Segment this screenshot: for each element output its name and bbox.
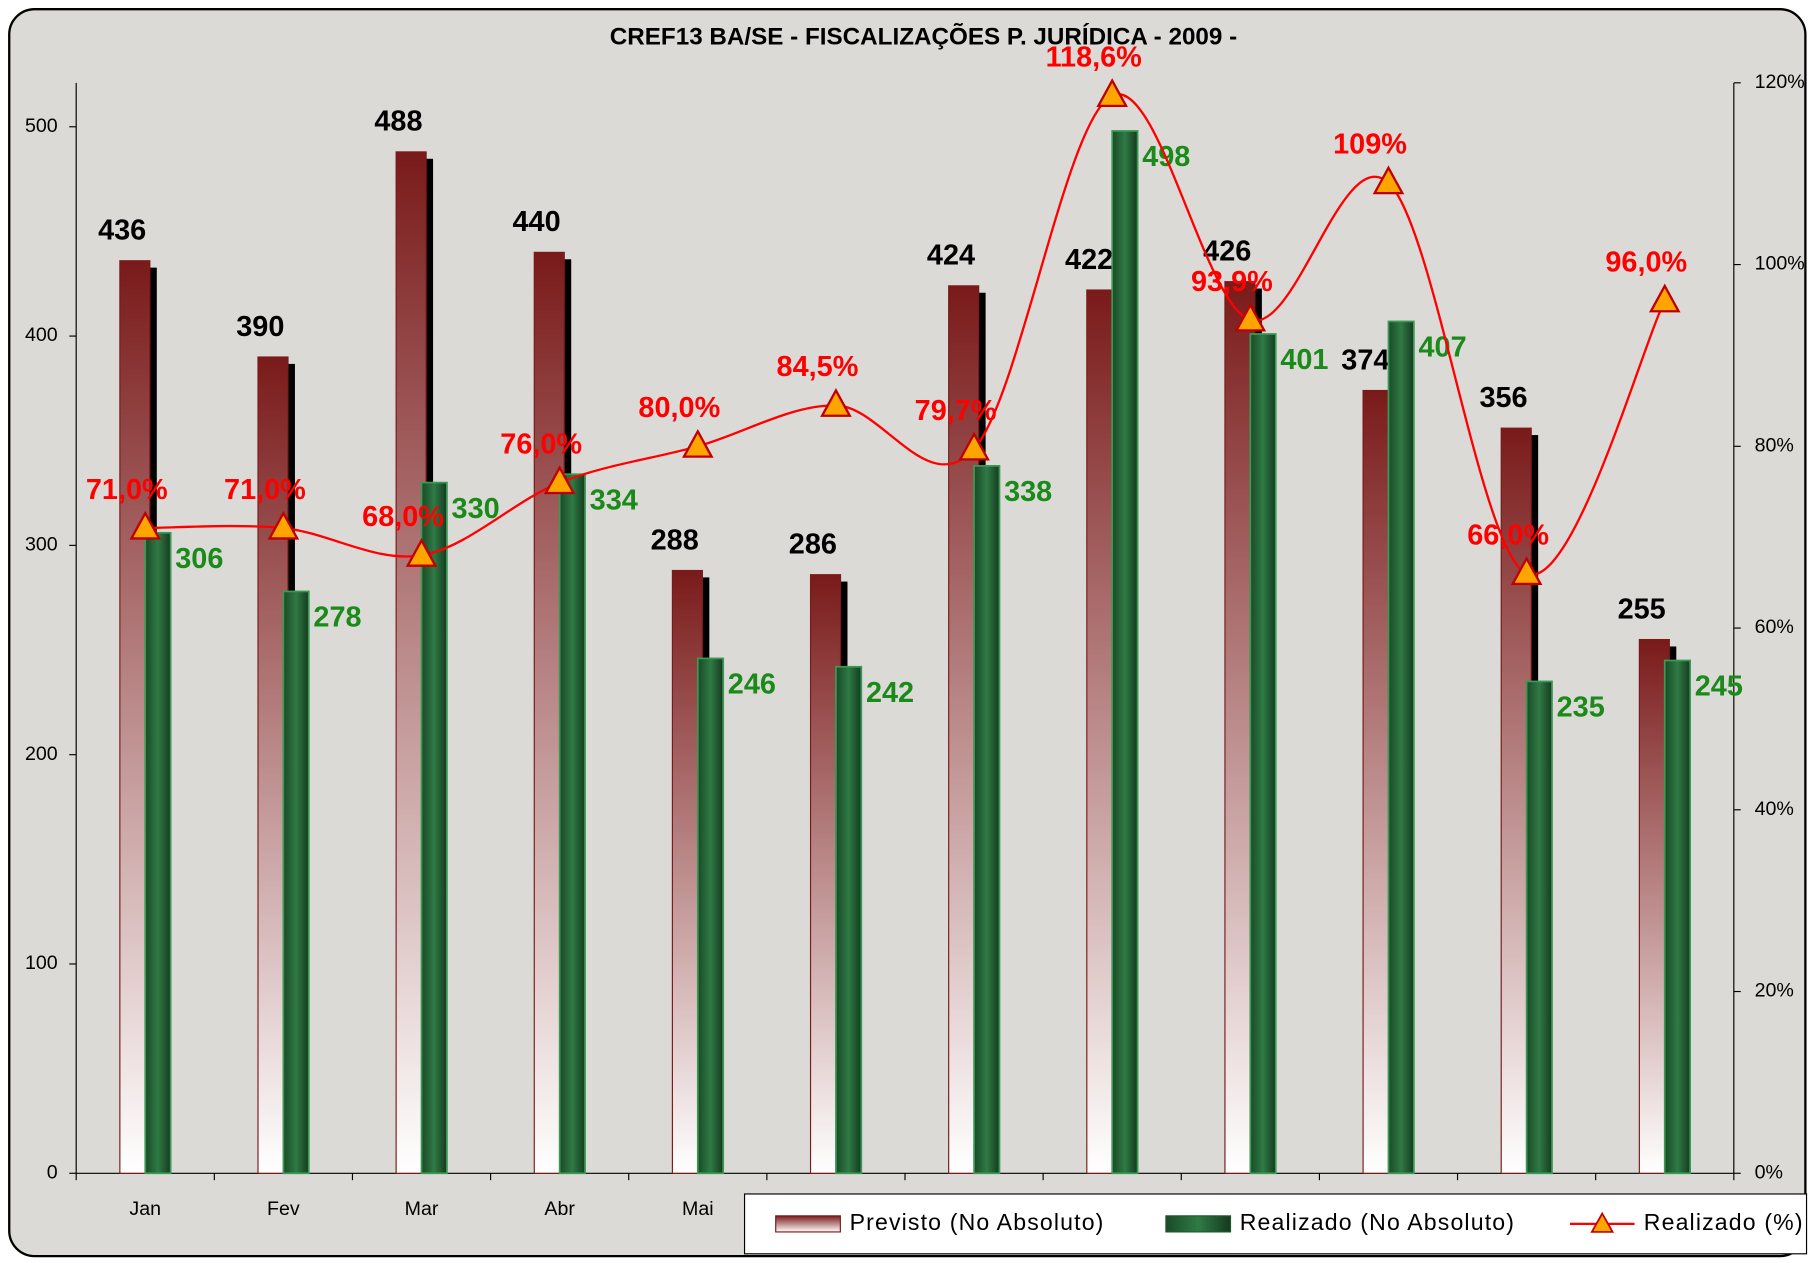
y2-tick-label: 100% <box>1755 253 1805 275</box>
bar <box>420 481 448 1175</box>
y2-tick-label: 120% <box>1755 71 1805 93</box>
line-marker <box>1096 78 1129 108</box>
data-label: 235 <box>1557 692 1605 724</box>
data-label: 96,0% <box>1605 247 1687 279</box>
line-marker <box>820 388 852 417</box>
data-label: 245 <box>1695 671 1743 703</box>
legend-swatch <box>775 1215 841 1233</box>
bar <box>144 531 172 1175</box>
data-label: 109% <box>1333 129 1407 161</box>
data-label: 334 <box>590 484 638 516</box>
data-label: 401 <box>1280 344 1328 376</box>
data-label: 246 <box>728 669 776 701</box>
data-label: 390 <box>236 311 284 343</box>
y-tick-label: 500 <box>25 115 58 137</box>
legend-swatch <box>1165 1215 1232 1233</box>
data-label: 374 <box>1341 344 1389 376</box>
chart-title: CREF13 BA/SE - FISCALIZAÇÕES P. JURÍDICA… <box>610 22 1237 50</box>
bar <box>835 665 863 1175</box>
y2-tick-label: 0% <box>1755 1161 1783 1183</box>
y2-tick-label: 20% <box>1755 980 1794 1002</box>
y-tick-label: 200 <box>25 743 58 765</box>
bar <box>282 590 310 1175</box>
line <box>145 93 1666 576</box>
data-label: 424 <box>927 240 975 272</box>
line-marker <box>405 537 438 567</box>
data-label: 306 <box>175 543 223 575</box>
data-label: 80,0% <box>638 392 720 424</box>
chart-frame <box>8 8 1807 1258</box>
line-marker <box>129 510 162 540</box>
line-marker <box>681 428 714 458</box>
data-label: 68,0% <box>362 501 444 533</box>
line-marker <box>1234 302 1267 332</box>
data-label: 286 <box>789 529 837 561</box>
bar <box>973 464 1001 1175</box>
legend-swatch <box>1590 1211 1615 1233</box>
y-tick-label: 100 <box>25 952 58 974</box>
line-marker <box>958 431 990 461</box>
x-tick-label: Fev <box>267 1198 300 1220</box>
y-tick-label: 0 <box>47 1161 58 1183</box>
data-label: 278 <box>313 602 361 634</box>
bar <box>1525 680 1553 1175</box>
bar <box>1663 659 1692 1175</box>
y2-tick-label: 40% <box>1755 798 1794 820</box>
legend-label: Realizado (No Absoluto) <box>1240 1209 1515 1235</box>
x-tick-label: Abr <box>544 1198 575 1220</box>
x-tick-label: Mar <box>405 1198 439 1220</box>
data-label: 488 <box>374 106 422 138</box>
line-marker <box>1648 283 1681 313</box>
data-label: 255 <box>1618 593 1666 625</box>
legend-label: Realizado (%) <box>1644 1209 1804 1235</box>
x-tick-label: Mai <box>682 1198 714 1220</box>
line-marker <box>267 510 300 540</box>
data-label: 440 <box>513 206 561 238</box>
data-label: 84,5% <box>777 351 859 383</box>
bar <box>1249 333 1277 1175</box>
data-label: 288 <box>651 524 699 556</box>
data-label: 330 <box>452 493 500 525</box>
data-label: 422 <box>1065 244 1113 276</box>
data-label: 71,0% <box>224 474 306 506</box>
data-label: 79,7% <box>915 395 997 427</box>
data-label: 118,6% <box>1046 41 1142 73</box>
data-label: 338 <box>1004 476 1052 508</box>
y-tick-label: 300 <box>25 534 58 556</box>
line-marker <box>1510 556 1543 586</box>
data-label: 407 <box>1418 332 1466 364</box>
y2-tick-label: 60% <box>1755 616 1794 638</box>
legend-label: Previsto (No Absoluto) <box>850 1209 1105 1235</box>
data-label: 356 <box>1479 382 1527 414</box>
data-label: 426 <box>1203 236 1251 268</box>
line-marker <box>1372 165 1405 195</box>
data-label: 93,9% <box>1191 266 1273 298</box>
data-label: 242 <box>866 677 914 709</box>
bar <box>1111 130 1139 1175</box>
data-label: 76,0% <box>500 428 582 460</box>
bar <box>696 657 725 1175</box>
bar <box>1387 320 1415 1175</box>
data-label: 436 <box>98 215 146 247</box>
y-tick-label: 400 <box>25 324 58 346</box>
x-tick-label: Jan <box>129 1198 161 1220</box>
line-marker <box>543 465 576 495</box>
bar <box>558 473 586 1175</box>
data-label: 66,0% <box>1467 519 1549 551</box>
y2-tick-label: 80% <box>1755 434 1794 456</box>
data-label: 71,0% <box>86 474 168 506</box>
